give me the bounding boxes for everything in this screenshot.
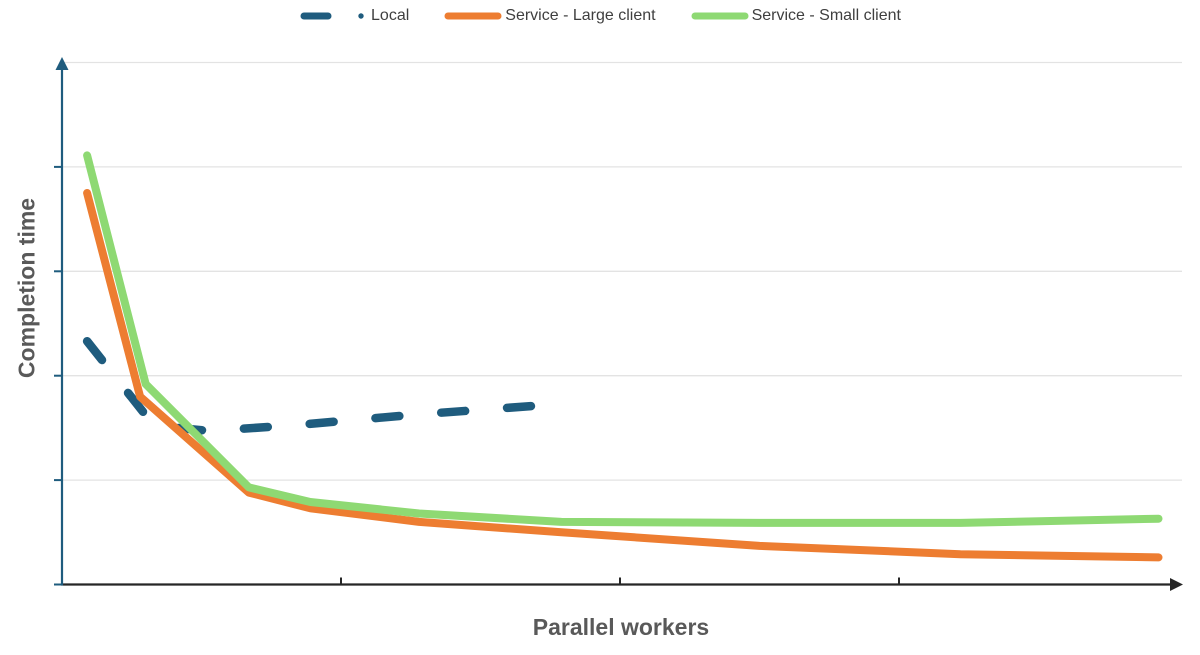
dashed-line-swatch-icon [300,12,364,20]
chart-legend: Local Service - Large client Service - S… [0,6,1200,26]
legend-item-service-large-client: Service - Large client [443,6,656,26]
y-axis-title: Completion time [13,197,40,379]
legend-item-local: Local [299,6,409,26]
x-axis-arrow [1170,578,1183,591]
y-axis-arrow [55,57,69,70]
series-line-local [82,336,566,436]
series-line-service-large-client [83,189,1163,562]
series-line-service-small-client [83,151,1163,527]
solid-line-swatch-icon [691,12,749,20]
legend-label-local: Local [371,7,410,24]
legend-label-service-large-client: Service - Large client [505,7,656,24]
legend-label-service-small-client: Service - Small client [751,7,901,24]
x-axis-title: Parallel workers [532,614,710,640]
legend-item-service-small-client: Service - Small client [690,6,901,26]
solid-line-swatch-icon [444,12,502,20]
